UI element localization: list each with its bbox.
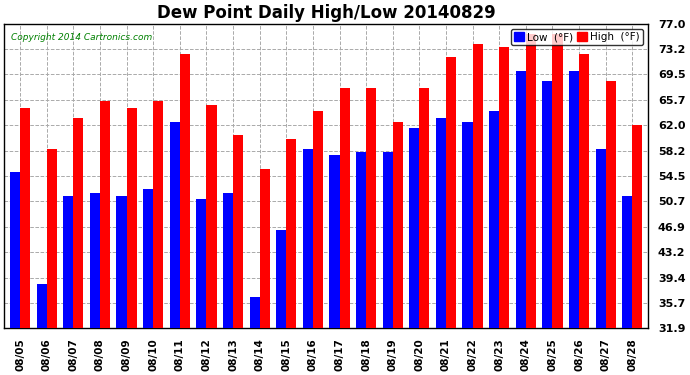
Bar bbox=[553, 34, 562, 328]
Bar bbox=[143, 189, 153, 328]
Bar bbox=[383, 152, 393, 328]
Bar bbox=[10, 172, 20, 328]
Bar bbox=[313, 111, 323, 328]
Bar bbox=[206, 105, 217, 328]
Bar bbox=[20, 108, 30, 328]
Bar bbox=[446, 57, 456, 328]
Bar bbox=[170, 122, 180, 328]
Bar bbox=[622, 196, 632, 328]
Bar bbox=[569, 71, 579, 328]
Bar bbox=[180, 54, 190, 328]
Bar bbox=[356, 152, 366, 328]
Bar bbox=[223, 192, 233, 328]
Bar bbox=[595, 148, 606, 328]
Bar bbox=[393, 122, 403, 328]
Bar bbox=[420, 88, 429, 328]
Bar bbox=[90, 192, 100, 328]
Bar bbox=[117, 196, 126, 328]
Bar bbox=[339, 88, 350, 328]
Bar bbox=[515, 71, 526, 328]
Bar bbox=[489, 111, 499, 328]
Bar bbox=[153, 101, 164, 328]
Bar bbox=[542, 81, 553, 328]
Bar bbox=[632, 125, 642, 328]
Bar bbox=[526, 34, 536, 328]
Bar bbox=[462, 122, 473, 328]
Bar bbox=[499, 47, 509, 328]
Bar bbox=[250, 297, 259, 328]
Bar bbox=[126, 108, 137, 328]
Bar bbox=[366, 88, 376, 328]
Title: Dew Point Daily High/Low 20140829: Dew Point Daily High/Low 20140829 bbox=[157, 4, 495, 22]
Legend: Low  (°F), High  (°F): Low (°F), High (°F) bbox=[511, 29, 643, 45]
Bar bbox=[286, 138, 297, 328]
Bar bbox=[37, 284, 47, 328]
Bar bbox=[606, 81, 615, 328]
Bar bbox=[233, 135, 243, 328]
Bar bbox=[47, 148, 57, 328]
Bar bbox=[329, 155, 339, 328]
Bar bbox=[197, 199, 206, 328]
Bar bbox=[63, 196, 73, 328]
Text: Copyright 2014 Cartronics.com: Copyright 2014 Cartronics.com bbox=[10, 33, 152, 42]
Bar bbox=[436, 118, 446, 328]
Bar bbox=[579, 54, 589, 328]
Bar bbox=[259, 169, 270, 328]
Bar bbox=[73, 118, 83, 328]
Bar bbox=[276, 230, 286, 328]
Bar bbox=[303, 148, 313, 328]
Bar bbox=[409, 128, 420, 328]
Bar bbox=[473, 44, 483, 328]
Bar bbox=[100, 101, 110, 328]
